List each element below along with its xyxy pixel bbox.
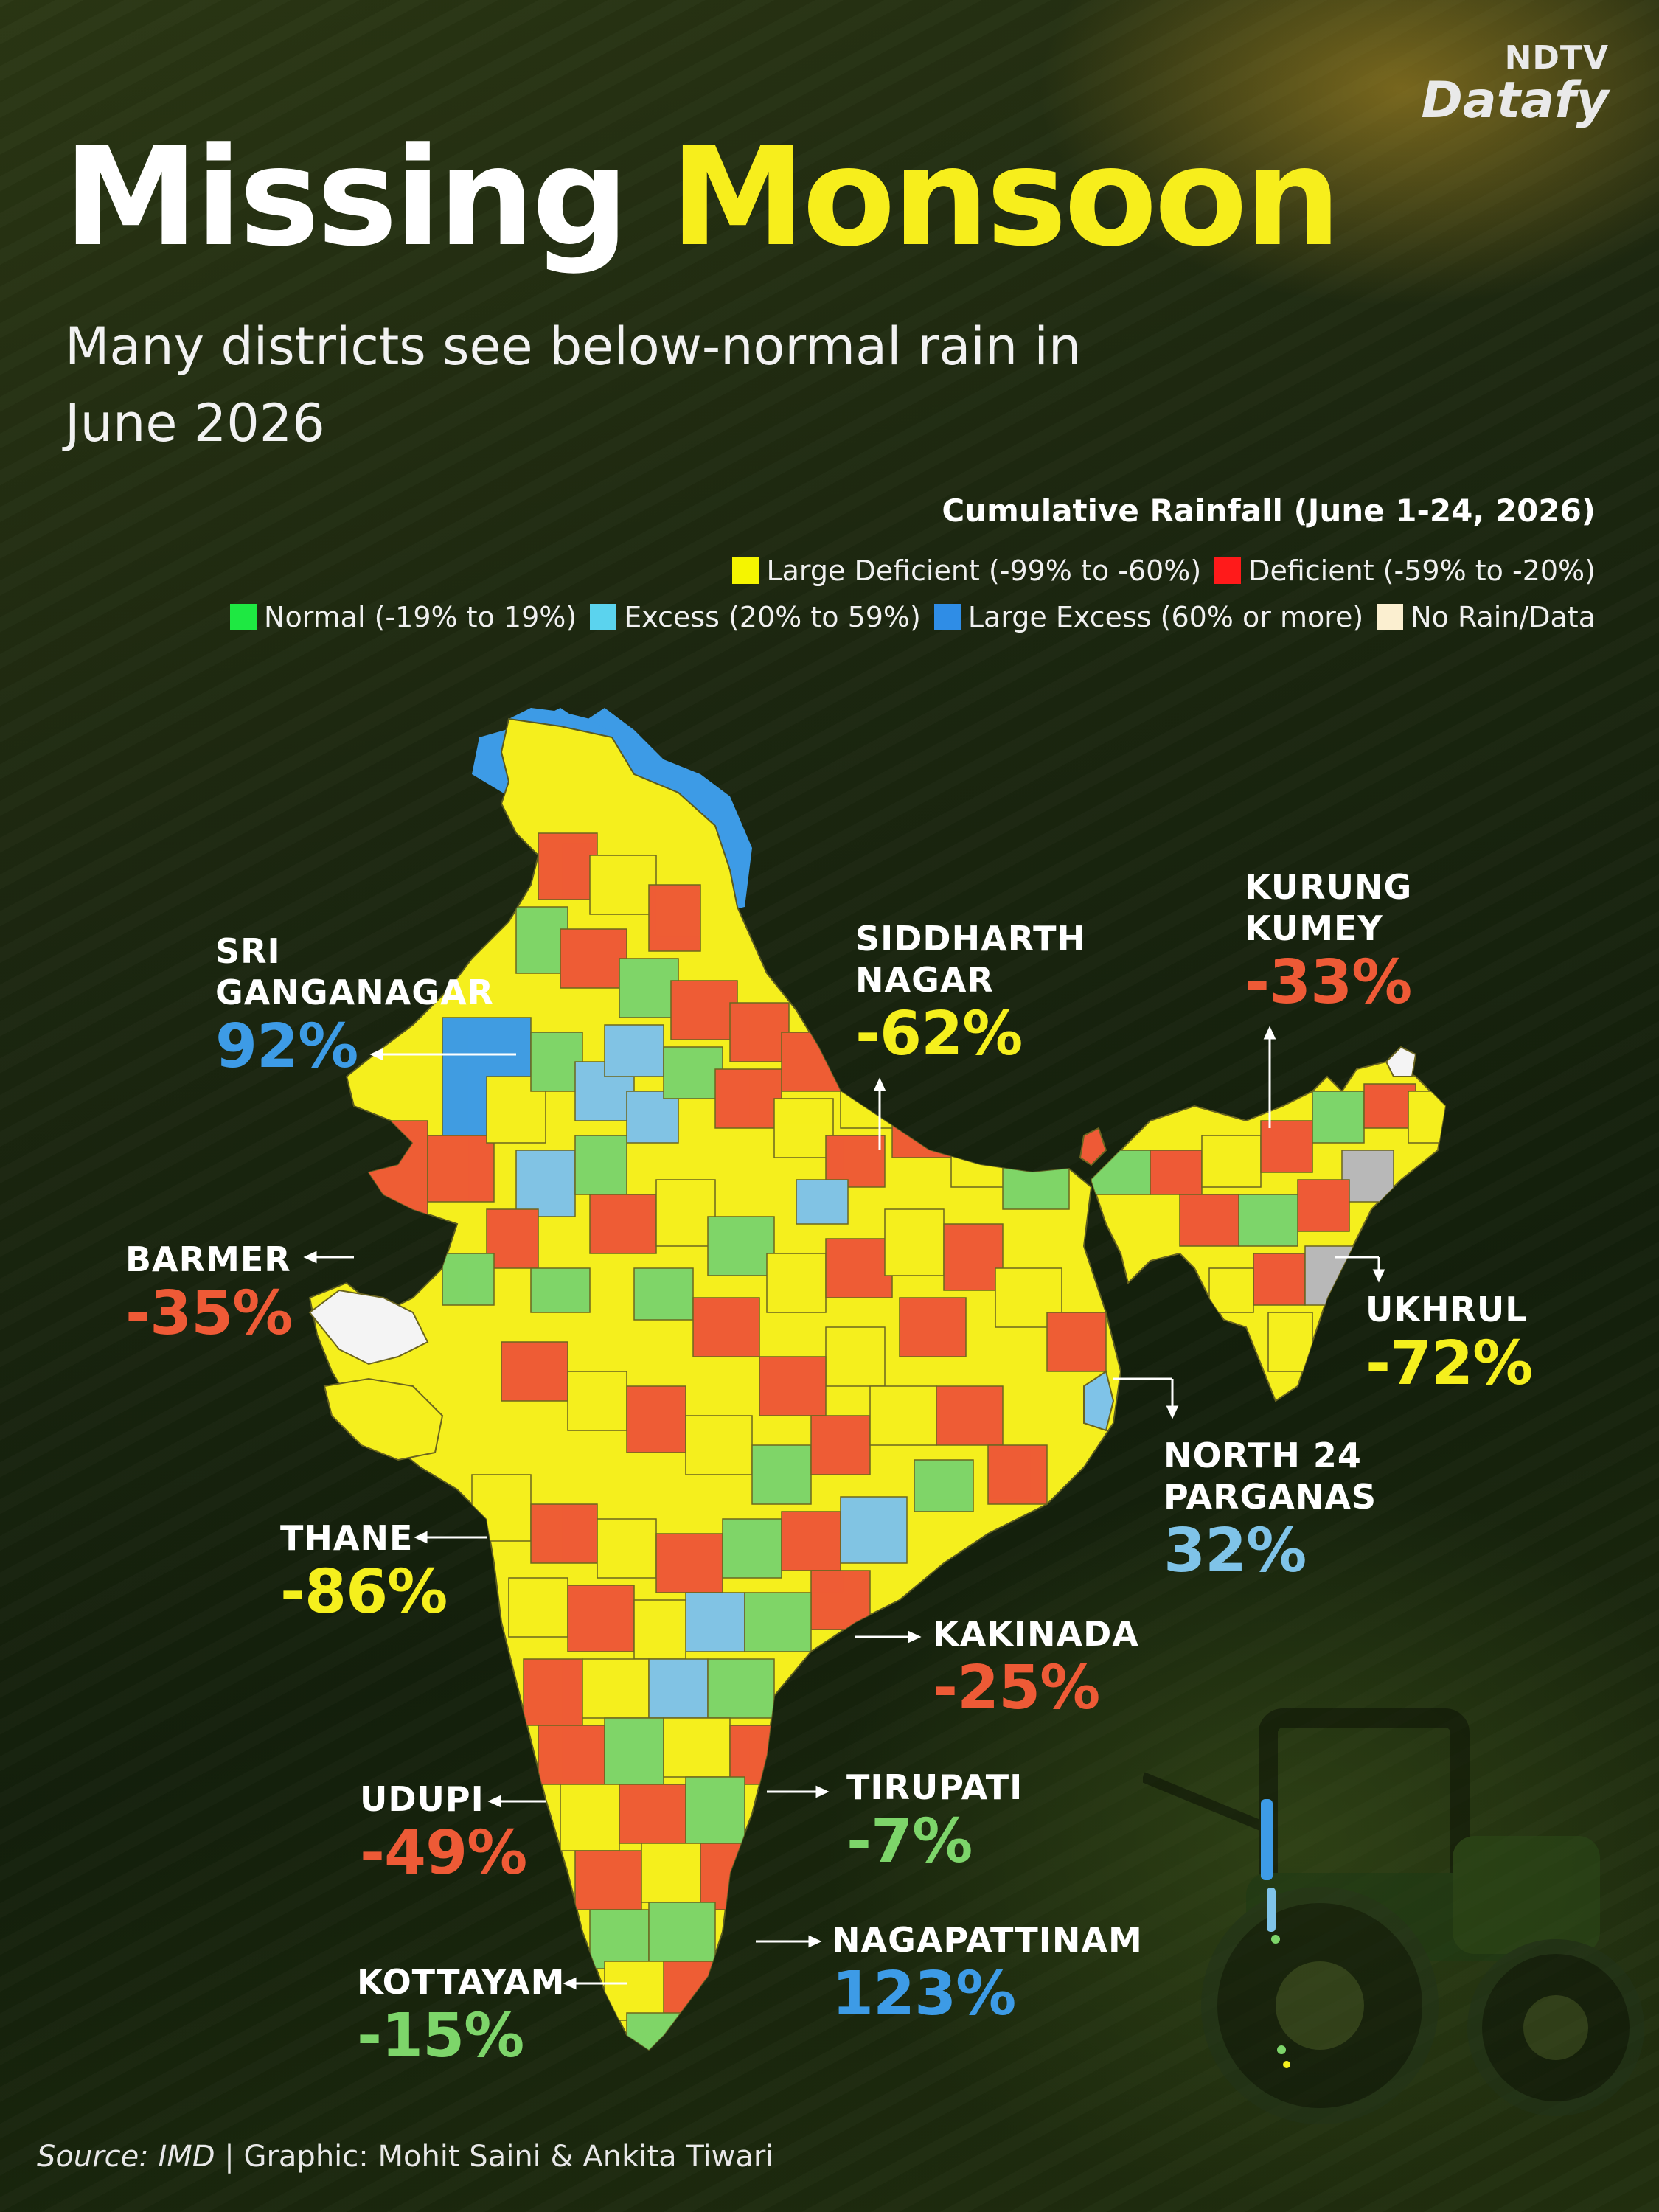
- map-region-sundarbans: [1083, 1370, 1115, 1432]
- legend-label: Excess (20% to 59%): [624, 601, 921, 633]
- district-value: -7%: [846, 1806, 973, 1877]
- legend-label: Large Deficient (-99% to -60%): [766, 554, 1202, 587]
- district-name: BARMER: [125, 1239, 291, 1279]
- label-siddharth-nagar: SIDDHARTH NAGAR -62%: [855, 918, 1106, 1068]
- district-value: -62%: [855, 999, 1023, 1069]
- district-name: SRI GANGANAGAR: [215, 931, 495, 1012]
- source-credit: Source: IMD | Graphic: Mohit Saini & Ank…: [37, 2140, 773, 2174]
- legend-row-2: Normal (-19% to 19%) Excess (20% to 59%)…: [217, 601, 1596, 633]
- label-north-24-parganas: NORTH 24 PARGANAS 32%: [1164, 1435, 1414, 1585]
- legend-label: Deficient (-59% to -20%): [1248, 554, 1596, 587]
- district-name: KURUNG KUMEY: [1245, 867, 1413, 948]
- legend-swatch: [1377, 604, 1404, 630]
- map-district-patches: [346, 832, 1107, 2050]
- legend-swatch: [230, 604, 257, 630]
- legend-item-large-deficient: Large Deficient (-99% to -60%): [732, 554, 1201, 587]
- subtitle: Many districts see below-normal rain in …: [65, 316, 1082, 453]
- district-value: 123%: [832, 1959, 1016, 2029]
- page-title: Missing Monsoon: [63, 124, 1341, 271]
- brand-logo-top: NDTV: [1504, 39, 1609, 77]
- label-udupi: UDUPI -49%: [360, 1778, 527, 1888]
- tractor-image: [1143, 1708, 1644, 2124]
- label-barmer: BARMER -35%: [125, 1239, 293, 1349]
- legend-item-large-excess: Large Excess (60% or more): [933, 601, 1364, 633]
- graphic-credit: | Graphic: Mohit Saini & Ankita Tiwari: [215, 2140, 774, 2174]
- label-nagapattinam: NAGAPATTINAM 123%: [832, 1919, 1143, 2028]
- label-kakinada: KAKINADA -25%: [933, 1613, 1139, 1722]
- legend-item-no-data: No Rain/Data: [1377, 601, 1596, 633]
- map-northeast-patches: [1091, 1083, 1445, 1372]
- district-name: NORTH 24 PARGANAS: [1164, 1436, 1377, 1517]
- legend-label: Large Excess (60% or more): [967, 601, 1364, 633]
- district-name: NAGAPATTINAM: [832, 1920, 1143, 1960]
- district-value: -15%: [357, 2001, 524, 2071]
- district-value: -33%: [1245, 947, 1412, 1018]
- district-name: SIDDHARTH NAGAR: [855, 919, 1086, 1000]
- legend-item-normal: Normal (-19% to 19%): [230, 601, 577, 633]
- legend-swatch: [732, 557, 759, 584]
- legend-swatch: [1214, 557, 1242, 584]
- district-name: KAKINADA: [933, 1614, 1139, 1654]
- map-region-saurashtra: [323, 1377, 444, 1461]
- district-name: KOTTAYAM: [357, 1962, 566, 2002]
- district-value: 32%: [1164, 1516, 1307, 1586]
- label-tirupati: TIRUPATI -7%: [846, 1767, 1023, 1876]
- map-region-kutch: [308, 1289, 429, 1366]
- district-value: -25%: [933, 1653, 1100, 1723]
- district-value: 92%: [215, 1012, 358, 1082]
- title-part2: Monsoon: [670, 119, 1341, 276]
- district-name: TIRUPATI: [846, 1767, 1023, 1807]
- map-region-no-data: [1385, 1046, 1417, 1077]
- brand-logo-bottom: Datafy: [1421, 72, 1609, 130]
- legend-swatch: [933, 604, 961, 630]
- label-sri-ganganagar: SRI GANGANAGAR 92%: [215, 931, 510, 1081]
- label-thane: THANE -86%: [280, 1517, 448, 1627]
- label-kurung-kumey: KURUNG KUMEY -33%: [1245, 866, 1466, 1017]
- district-value: -72%: [1366, 1329, 1533, 1399]
- legend-row-1: Large Deficient (-99% to -60%) Deficient…: [719, 554, 1596, 587]
- label-ukhrul: UKHRUL -72%: [1366, 1289, 1533, 1399]
- legend-swatch: [590, 604, 617, 630]
- district-name: UKHRUL: [1366, 1290, 1528, 1329]
- legend-item-excess: Excess (20% to 59%): [590, 601, 921, 633]
- source-label: Source: IMD: [37, 2140, 215, 2174]
- legend-title: Cumulative Rainfall (June 1-24, 2026): [942, 493, 1596, 529]
- district-value: -35%: [125, 1279, 293, 1349]
- district-value: -86%: [280, 1557, 448, 1627]
- legend-label: Normal (-19% to 19%): [264, 601, 577, 633]
- district-value: -49%: [360, 1818, 527, 1888]
- title-part1: Missing: [63, 119, 629, 276]
- map-leader-lines: [303, 1026, 1385, 1990]
- map-andaman-islands: [1261, 1799, 1290, 2068]
- legend-item-deficient: Deficient (-59% to -20%): [1214, 554, 1596, 587]
- legend-label: No Rain/Data: [1411, 601, 1596, 633]
- brand-logo: NDTV Datafy: [1388, 41, 1609, 127]
- district-name: THANE: [280, 1518, 414, 1558]
- label-kottayam: KOTTAYAM -15%: [357, 1961, 565, 2070]
- district-name: UDUPI: [360, 1779, 484, 1819]
- map-region-sikkim: [1079, 1127, 1107, 1166]
